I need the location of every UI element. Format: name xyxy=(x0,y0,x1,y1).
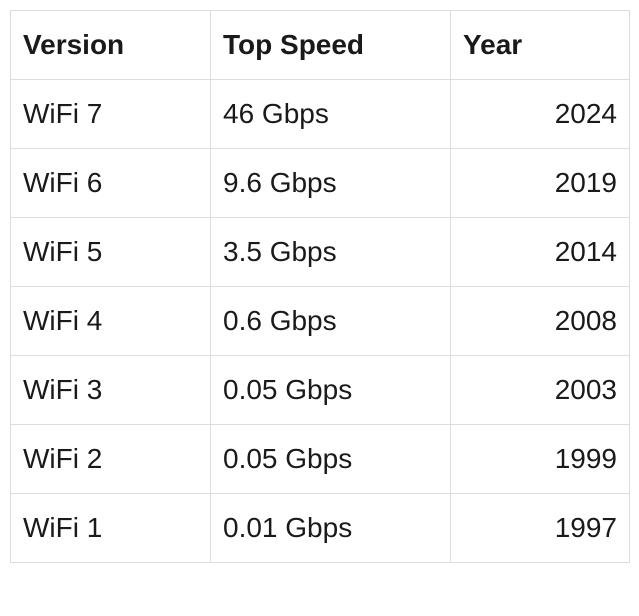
table-row: WiFi 3 0.05 Gbps 2003 xyxy=(11,356,630,425)
cell-year: 1997 xyxy=(451,494,630,563)
cell-speed: 0.05 Gbps xyxy=(211,356,451,425)
table-row: WiFi 5 3.5 Gbps 2014 xyxy=(11,218,630,287)
table-header-row: Version Top Speed Year xyxy=(11,11,630,80)
table-row: WiFi 6 9.6 Gbps 2019 xyxy=(11,149,630,218)
wifi-versions-table: Version Top Speed Year WiFi 7 46 Gbps 20… xyxy=(10,10,630,563)
table-row: WiFi 7 46 Gbps 2024 xyxy=(11,80,630,149)
cell-year: 2003 xyxy=(451,356,630,425)
table-row: WiFi 4 0.6 Gbps 2008 xyxy=(11,287,630,356)
col-header-speed: Top Speed xyxy=(211,11,451,80)
cell-speed: 0.01 Gbps xyxy=(211,494,451,563)
cell-speed: 46 Gbps xyxy=(211,80,451,149)
cell-speed: 0.6 Gbps xyxy=(211,287,451,356)
cell-year: 1999 xyxy=(451,425,630,494)
cell-speed: 9.6 Gbps xyxy=(211,149,451,218)
col-header-version: Version xyxy=(11,11,211,80)
cell-year: 2008 xyxy=(451,287,630,356)
cell-speed: 0.05 Gbps xyxy=(211,425,451,494)
cell-version: WiFi 5 xyxy=(11,218,211,287)
cell-version: WiFi 3 xyxy=(11,356,211,425)
cell-version: WiFi 4 xyxy=(11,287,211,356)
cell-version: WiFi 2 xyxy=(11,425,211,494)
table-row: WiFi 1 0.01 Gbps 1997 xyxy=(11,494,630,563)
cell-version: WiFi 7 xyxy=(11,80,211,149)
cell-version: WiFi 1 xyxy=(11,494,211,563)
cell-speed: 3.5 Gbps xyxy=(211,218,451,287)
cell-year: 2024 xyxy=(451,80,630,149)
cell-year: 2019 xyxy=(451,149,630,218)
col-header-year: Year xyxy=(451,11,630,80)
table-row: WiFi 2 0.05 Gbps 1999 xyxy=(11,425,630,494)
cell-year: 2014 xyxy=(451,218,630,287)
cell-version: WiFi 6 xyxy=(11,149,211,218)
